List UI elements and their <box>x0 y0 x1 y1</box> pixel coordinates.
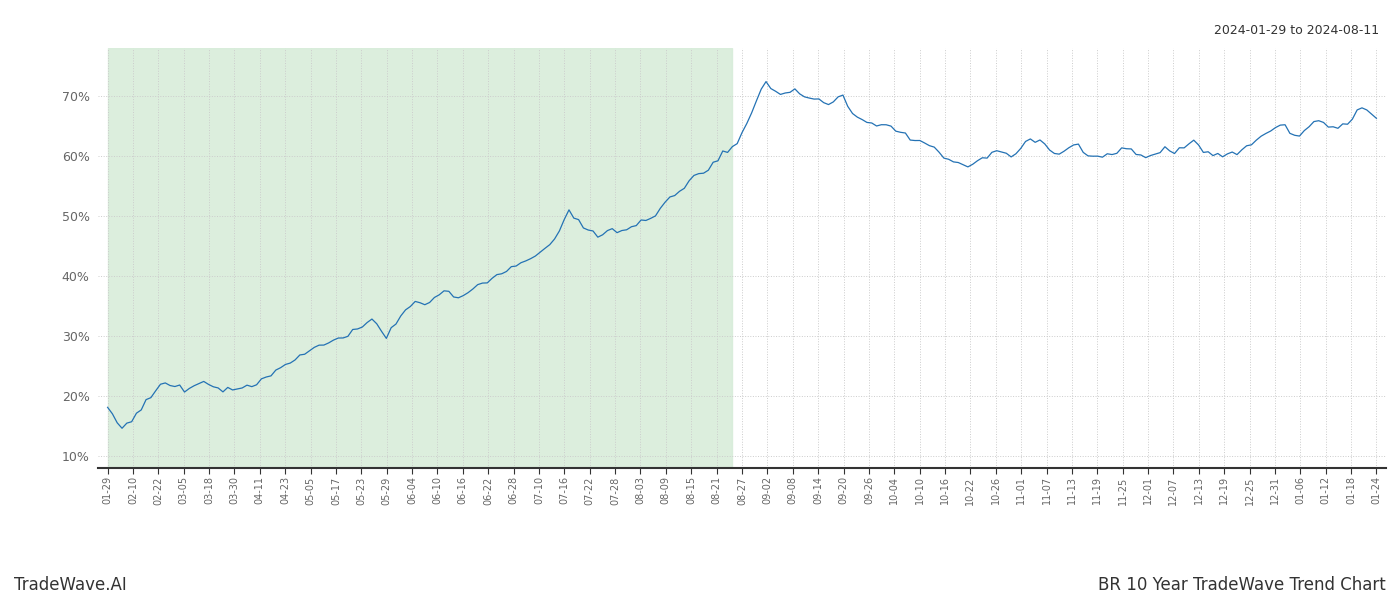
Text: TradeWave.AI: TradeWave.AI <box>14 576 127 594</box>
Text: BR 10 Year TradeWave Trend Chart: BR 10 Year TradeWave Trend Chart <box>1098 576 1386 594</box>
Text: 2024-01-29 to 2024-08-11: 2024-01-29 to 2024-08-11 <box>1214 24 1379 37</box>
Bar <box>108 48 732 468</box>
